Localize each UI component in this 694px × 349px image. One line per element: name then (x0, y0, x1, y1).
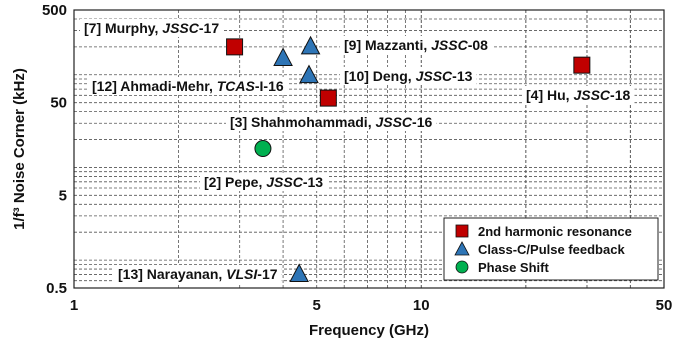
legend-entry: 2nd harmonic resonance (455, 224, 632, 239)
y-tick-label: 500 (42, 2, 67, 19)
square-data-point (319, 89, 337, 107)
square-data-point (573, 56, 591, 74)
annotation-venue: JSSC (266, 174, 303, 190)
legend-box (443, 217, 659, 281)
annotation-year: -08 (468, 37, 488, 53)
x-tick-label: 1 (70, 297, 78, 314)
legend-label: 2nd harmonic resonance (478, 224, 632, 239)
annotation-background (340, 67, 477, 85)
y-tick-label: 5 (59, 187, 67, 204)
annotation-label: [3] Shahmohammadi, JSSC-16 (230, 114, 432, 130)
annotation-mazzanti: [9] Mazzanti, JSSC-08 (340, 36, 493, 54)
annotation-venue: JSSC (416, 68, 453, 84)
annotation-ref: [2] Pepe, (204, 174, 266, 190)
annotation-ahmadi: [12] Ahmadi-Mehr, TCAS-I-16 (88, 77, 288, 95)
legend-label: Class-C/Pulse feedback (478, 242, 625, 257)
annotation-shah: [3] Shahmohammadi, JSSC-16 (226, 113, 437, 131)
x-tick-label: 10 (413, 297, 430, 314)
circle-data-point (254, 140, 272, 158)
annotation-background (114, 265, 282, 283)
annotation-ref: [7] Murphy, (84, 20, 162, 36)
annotation-label: [10] Deng, JSSC-13 (344, 68, 473, 84)
annotation-background (226, 113, 437, 131)
triangle-data-point (300, 35, 321, 55)
annotations: [7] Murphy, JSSC-17[9] Mazzanti, JSSC-08… (80, 19, 635, 283)
annotation-year: -13 (303, 174, 323, 190)
annotation-label: [13] Narayanan, VLSI-17 (118, 266, 278, 282)
triangle-data-point (273, 47, 293, 66)
annotation-ref: [10] Deng, (344, 68, 416, 84)
annotation-year: -18 (610, 87, 630, 103)
x-axis-title: Frequency (GHz) (309, 322, 429, 339)
annotation-year: -16 (412, 114, 432, 130)
annotation-background (340, 36, 493, 54)
annotation-background (88, 77, 288, 95)
annotation-narayanan: [13] Narayanan, VLSI-17 (114, 265, 282, 283)
annotation-label: [9] Mazzanti, JSSC-08 (344, 37, 488, 53)
y-tick-label: 50 (50, 95, 67, 112)
annotation-ref: [9] Mazzanti, (344, 37, 431, 53)
annotation-venue: JSSC (375, 114, 412, 130)
annotation-ref: [3] Shahmohammadi, (230, 114, 375, 130)
annotation-background (80, 19, 224, 37)
y-tick-label: 0.5 (46, 280, 67, 297)
legend-entry: Class-C/Pulse feedback (454, 241, 625, 257)
annotation-ref: [13] Narayanan, (118, 266, 226, 282)
annotation-background (200, 173, 328, 191)
annotation-venue: JSSC (573, 87, 610, 103)
annotation-year: -17 (199, 20, 219, 36)
legend-label: Phase Shift (478, 260, 549, 275)
annotation-year: -13 (452, 68, 472, 84)
legend-entry: Phase Shift (455, 260, 549, 275)
annotation-venue: JSSC (431, 37, 468, 53)
legend: 2nd harmonic resonance Class-C/Pulse feed… (443, 217, 659, 281)
legend-square-marker (455, 224, 469, 238)
y-axis-title: 1/f³ Noise Corner (kHz) (11, 68, 28, 230)
tick-labels: 1 5 10 50 0.5 5 50 500 (42, 2, 672, 314)
legend-circle-marker (455, 260, 469, 274)
annotation-year: -I-16 (255, 78, 284, 94)
annotation-label: [2] Pepe, JSSC-13 (204, 174, 323, 190)
square-data-point (226, 38, 244, 56)
annotation-ref: [4] Hu, (526, 87, 573, 103)
data-markers (226, 35, 591, 282)
annotation-venue: VLSI (226, 266, 258, 282)
annotation-label: [12] Ahmadi-Mehr, TCAS-I-16 (92, 78, 284, 94)
annotation-hu: [4] Hu, JSSC-18 (522, 86, 635, 104)
plot-area-frame (73, 9, 665, 289)
annotation-venue: TCAS (217, 78, 256, 94)
x-tick-label: 50 (656, 297, 673, 314)
annotation-venue: JSSC (162, 20, 199, 36)
annotation-ref: [12] Ahmadi-Mehr, (92, 78, 217, 94)
annotation-murphy: [7] Murphy, JSSC-17 (80, 19, 224, 37)
annotation-year: -17 (257, 266, 277, 282)
annotation-pepe: [2] Pepe, JSSC-13 (200, 173, 328, 191)
triangle-data-point (299, 64, 319, 84)
annotation-label: [7] Murphy, JSSC-17 (84, 20, 219, 36)
legend-triangle-marker (454, 241, 470, 256)
annotation-background (522, 86, 635, 104)
annotation-label: [4] Hu, JSSC-18 (526, 87, 630, 103)
annotation-deng: [10] Deng, JSSC-13 (340, 67, 477, 85)
x-tick-label: 5 (313, 297, 321, 314)
triangle-data-point (289, 263, 309, 282)
